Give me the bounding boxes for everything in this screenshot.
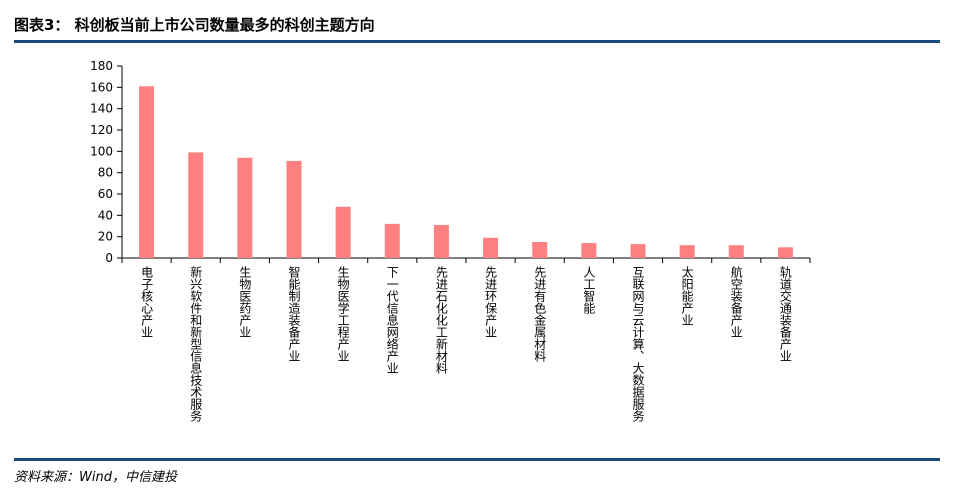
bar: [728, 245, 744, 258]
bar: [581, 243, 597, 258]
x-category-label: 互联网与云计算、大数据服务: [631, 266, 645, 422]
bar: [433, 224, 449, 258]
bar: [630, 244, 646, 258]
bar: [679, 245, 695, 258]
bar-chart: 0 20 40 60 80 100 120 140 160 180 电子核心产业 新兴软件和新型信息技…: [90, 59, 811, 422]
y-tick-label: 180: [90, 59, 113, 73]
y-tick-label: 60: [98, 187, 113, 201]
y-tick-label: 80: [98, 166, 113, 180]
y-tick-label: 20: [98, 230, 113, 244]
bar: [777, 247, 793, 258]
top-divider: [14, 40, 940, 43]
x-category-label: 先进有色金属材料: [533, 266, 547, 362]
x-category-label: 人工智能: [582, 266, 596, 314]
x-category-label: 航空装备产业: [729, 265, 743, 338]
x-category-label: 轨道交通装备产业: [778, 266, 792, 362]
y-tick-label: 100: [90, 144, 113, 158]
source-note: 资料来源：Wind，中信建投: [14, 470, 177, 485]
y-tick-label: 160: [90, 80, 113, 94]
y-tick-label: 140: [90, 102, 113, 116]
x-category-label: 智能制造装备产业: [287, 265, 301, 362]
x-category-label: 电子核心产业: [140, 266, 154, 338]
bar: [286, 160, 302, 258]
x-category-label: 生物医学工程产业: [336, 266, 350, 362]
bar: [139, 86, 155, 258]
bar: [188, 152, 204, 258]
bar: [237, 157, 253, 258]
bar: [483, 237, 499, 258]
chart-title: 图表3： 科创板当前上市公司数量最多的科创主题方向: [14, 16, 375, 34]
bottom-divider: [14, 458, 940, 461]
chart-area: 0 20 40 60 80 100 120 140 160 180 电子核心产业 新兴软件和新型信息技…: [0, 44, 964, 454]
x-category-label: 新兴软件和新型信息技术服务: [189, 265, 203, 422]
x-category-label: 下一代信息网络产业: [385, 266, 399, 374]
x-category-label: 太阳能产业: [680, 265, 694, 326]
bar: [532, 242, 548, 258]
bar: [335, 206, 351, 258]
x-category-label: 生物医药产业: [238, 266, 252, 338]
y-tick-label: 120: [90, 123, 113, 137]
chart-header: 图表3： 科创板当前上市公司数量最多的科创主题方向: [14, 10, 940, 36]
x-category-label: 先进环保产业: [484, 266, 498, 338]
y-tick-label: 0: [105, 251, 113, 265]
bar: [384, 223, 400, 258]
y-tick-label: 40: [98, 208, 113, 222]
x-category-label: 先进石化化工新材料: [434, 266, 448, 374]
